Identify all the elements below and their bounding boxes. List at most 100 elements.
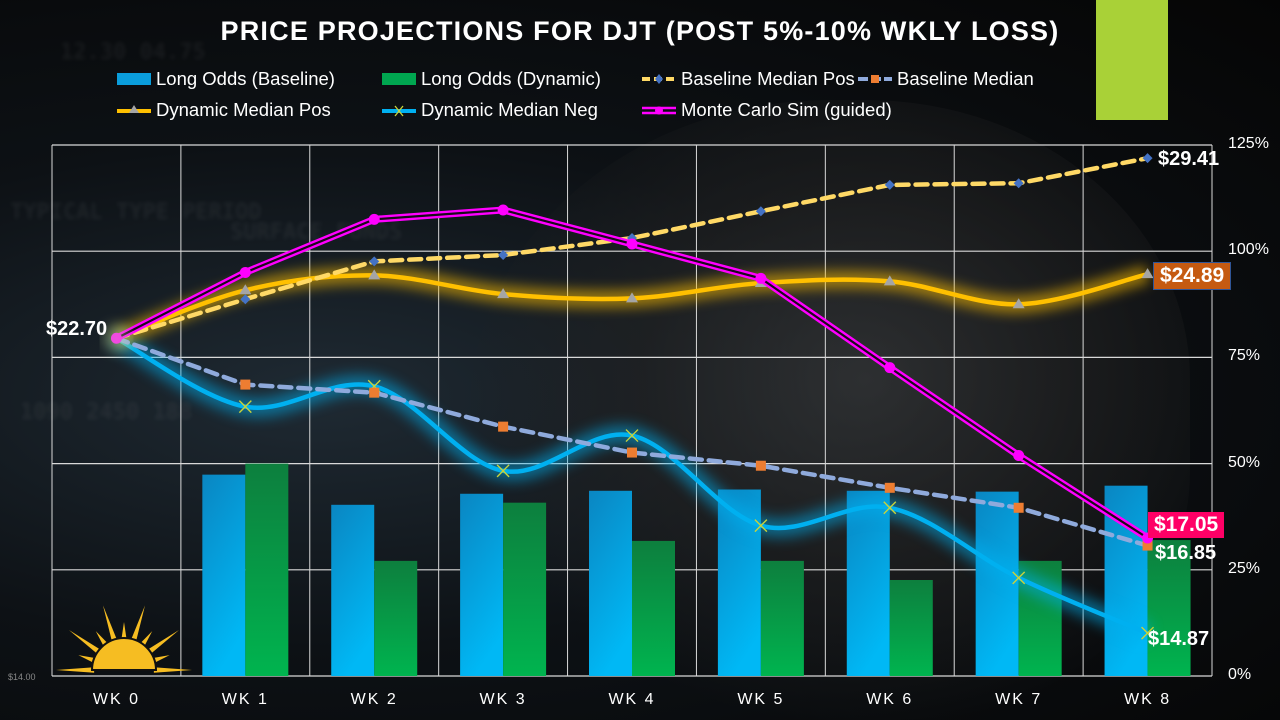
chart-title: PRICE PROJECTIONS FOR DJT (POST 5%-10% W… (220, 16, 1060, 46)
marker-square (240, 379, 251, 390)
bar-long-odds-dynamic (1147, 540, 1191, 676)
legend-item-baseline-median[interactable]: Baseline Median (858, 68, 1034, 90)
start-point-glow (102, 324, 131, 353)
legend-label: Monte Carlo Sim (guided) (681, 99, 892, 120)
green-bar-swatch-icon (382, 73, 416, 85)
legend-item-long-odds-dynamic[interactable]: Long Odds (Dynamic) (382, 68, 601, 90)
legend-item-long-odds-baseline[interactable]: Long Odds (Baseline) (117, 68, 335, 90)
dashed-yellow-diamond-line-icon (642, 74, 676, 84)
bars (202, 463, 1191, 676)
x-tick-label: WK 6 (866, 691, 914, 708)
y-tick-label: 75% (1228, 347, 1261, 365)
bar-long-odds-baseline (331, 504, 375, 676)
legend-item-monte-carlo[interactable]: Monte Carlo Sim (guided) (642, 99, 892, 121)
marker-circle (497, 204, 509, 216)
price-label: $24.89 (1153, 262, 1232, 290)
bar-long-odds-baseline (589, 490, 632, 676)
y-tick-label: 50% (1228, 453, 1261, 471)
bar-long-odds-dynamic (632, 540, 675, 676)
sun-ray (102, 605, 118, 643)
x-tick-label: WK 3 (479, 691, 527, 708)
dashed-lightblue-square-line-icon (858, 75, 892, 83)
marker-triangle (497, 288, 510, 299)
marker-x (496, 464, 510, 478)
marker-square (1013, 502, 1024, 513)
series-baseline-median (114, 336, 1153, 551)
marker-diamond (240, 294, 251, 305)
marker-diamond (1013, 178, 1024, 189)
x-tick-label: WK 7 (995, 691, 1043, 708)
y-tick-label: 125% (1228, 135, 1269, 152)
bar-long-odds-baseline (846, 490, 890, 676)
marker-diamond (498, 250, 509, 261)
marker-diamond (369, 256, 380, 267)
marker-circle (626, 238, 638, 250)
x-tick-label: WK 4 (608, 691, 656, 708)
sun-ray (151, 655, 170, 664)
y-tick-label: 25% (1228, 559, 1261, 577)
bar-long-odds-dynamic (245, 463, 289, 676)
y-tick-label: 0% (1228, 666, 1252, 683)
accent-green-block (1096, 0, 1168, 120)
legend-item-dynamic-median-pos[interactable]: Dynamic Median Pos (117, 99, 331, 121)
bar-long-odds-dynamic (503, 502, 547, 676)
marker-square (627, 447, 637, 458)
sun-ray (130, 605, 146, 643)
legend-label: Baseline Median (897, 68, 1034, 89)
bar-long-odds-baseline (460, 493, 504, 676)
marker-circle (368, 213, 380, 225)
marker-square (369, 387, 380, 398)
line-path (114, 155, 1150, 341)
x-tick-label: WK 8 (1123, 691, 1172, 708)
marker-square (1142, 540, 1153, 551)
marker-x (238, 400, 252, 414)
series-lines (102, 153, 1155, 642)
series-monte-carlo-sim-guided (110, 204, 1154, 544)
marker-circle (1013, 450, 1025, 462)
marker-triangle (239, 284, 252, 295)
legend-label: Baseline Median Pos (681, 68, 855, 89)
legend-item-dynamic-median-neg[interactable]: Dynamic Median Neg (382, 99, 598, 121)
marker-circle (239, 266, 251, 278)
sun-ray (153, 667, 192, 673)
blue-x-line-icon (382, 105, 416, 117)
sun-ray (121, 622, 127, 641)
x-tick-label: WK 5 (737, 691, 785, 708)
price-label: $16.85 (1155, 542, 1217, 564)
x-tick-label: WK 1 (221, 691, 269, 708)
marker-diamond (1142, 153, 1153, 164)
marker-x (625, 429, 639, 443)
marker-diamond (884, 179, 895, 190)
blue-bar-swatch-icon (117, 73, 151, 85)
marker-square (884, 482, 895, 493)
marker-x (1012, 571, 1026, 585)
secondary-axis-min-label: $14.00 (8, 672, 36, 682)
magenta-double-circle-line-icon (642, 106, 676, 115)
marker-x (754, 519, 768, 533)
legend-label: Long Odds (Baseline) (156, 68, 335, 89)
marker-triangle (1012, 298, 1025, 309)
marker-circle (884, 362, 896, 374)
series-baseline-median-pos (114, 153, 1153, 341)
marker-diamond (755, 206, 766, 217)
sun-logo (56, 605, 192, 673)
sun-ray (78, 655, 97, 664)
marker-triangle (883, 275, 896, 286)
y-tick-label: 100% (1228, 241, 1269, 259)
marker-x (1141, 626, 1155, 640)
bar-long-odds-dynamic (889, 579, 933, 676)
bar-long-odds-baseline (202, 474, 246, 676)
price-label: $29.41 (1158, 148, 1220, 170)
sun-ray (146, 630, 180, 655)
legend-label: Dynamic Median Neg (421, 99, 598, 120)
legend-label: Long Odds (Dynamic) (421, 68, 601, 89)
bar-long-odds-dynamic (374, 560, 418, 676)
series-dynamic-median-pos (113, 265, 1154, 347)
legend-item-baseline-median-pos[interactable]: Baseline Median Pos (642, 68, 855, 90)
marker-triangle (626, 292, 638, 303)
sun-ray (56, 667, 95, 673)
legend-label: Dynamic Median Pos (156, 99, 331, 120)
marker-triangle (1141, 268, 1154, 279)
x-tick-label: WK 0 (92, 691, 140, 708)
